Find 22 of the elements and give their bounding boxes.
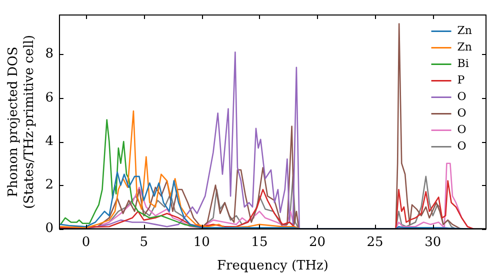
x-tick-label: 10 — [193, 234, 210, 250]
x-tick-label: 30 — [424, 234, 442, 250]
y-tick-label: 6 — [45, 90, 54, 106]
legend-label: Bi — [457, 57, 470, 70]
x-tick-label: 0 — [82, 234, 90, 250]
legend-label: O — [457, 123, 466, 136]
y-tick-label: 0 — [45, 221, 54, 236]
x-tick-label: 20 — [308, 234, 326, 250]
y-tick-label: 4 — [45, 134, 54, 149]
legend-label: Zn — [457, 24, 472, 38]
x-tick-label: 15 — [251, 234, 268, 250]
x-tick-label: 25 — [366, 234, 384, 250]
y-tick-label: 2 — [45, 178, 54, 193]
x-tick-label: 5 — [140, 234, 148, 250]
legend-label: P — [457, 74, 466, 87]
y-axis-title: Phonon projected DOS (States/THz·primitive cell) — [6, 34, 37, 209]
legend-label: O — [457, 90, 466, 104]
legend-label: O — [457, 106, 466, 120]
x-axis-title: Frequency (THz) — [217, 258, 328, 274]
legend-label: O — [457, 140, 466, 153]
y-tick-label: 8 — [45, 46, 54, 62]
legend-label: Zn — [457, 40, 472, 54]
